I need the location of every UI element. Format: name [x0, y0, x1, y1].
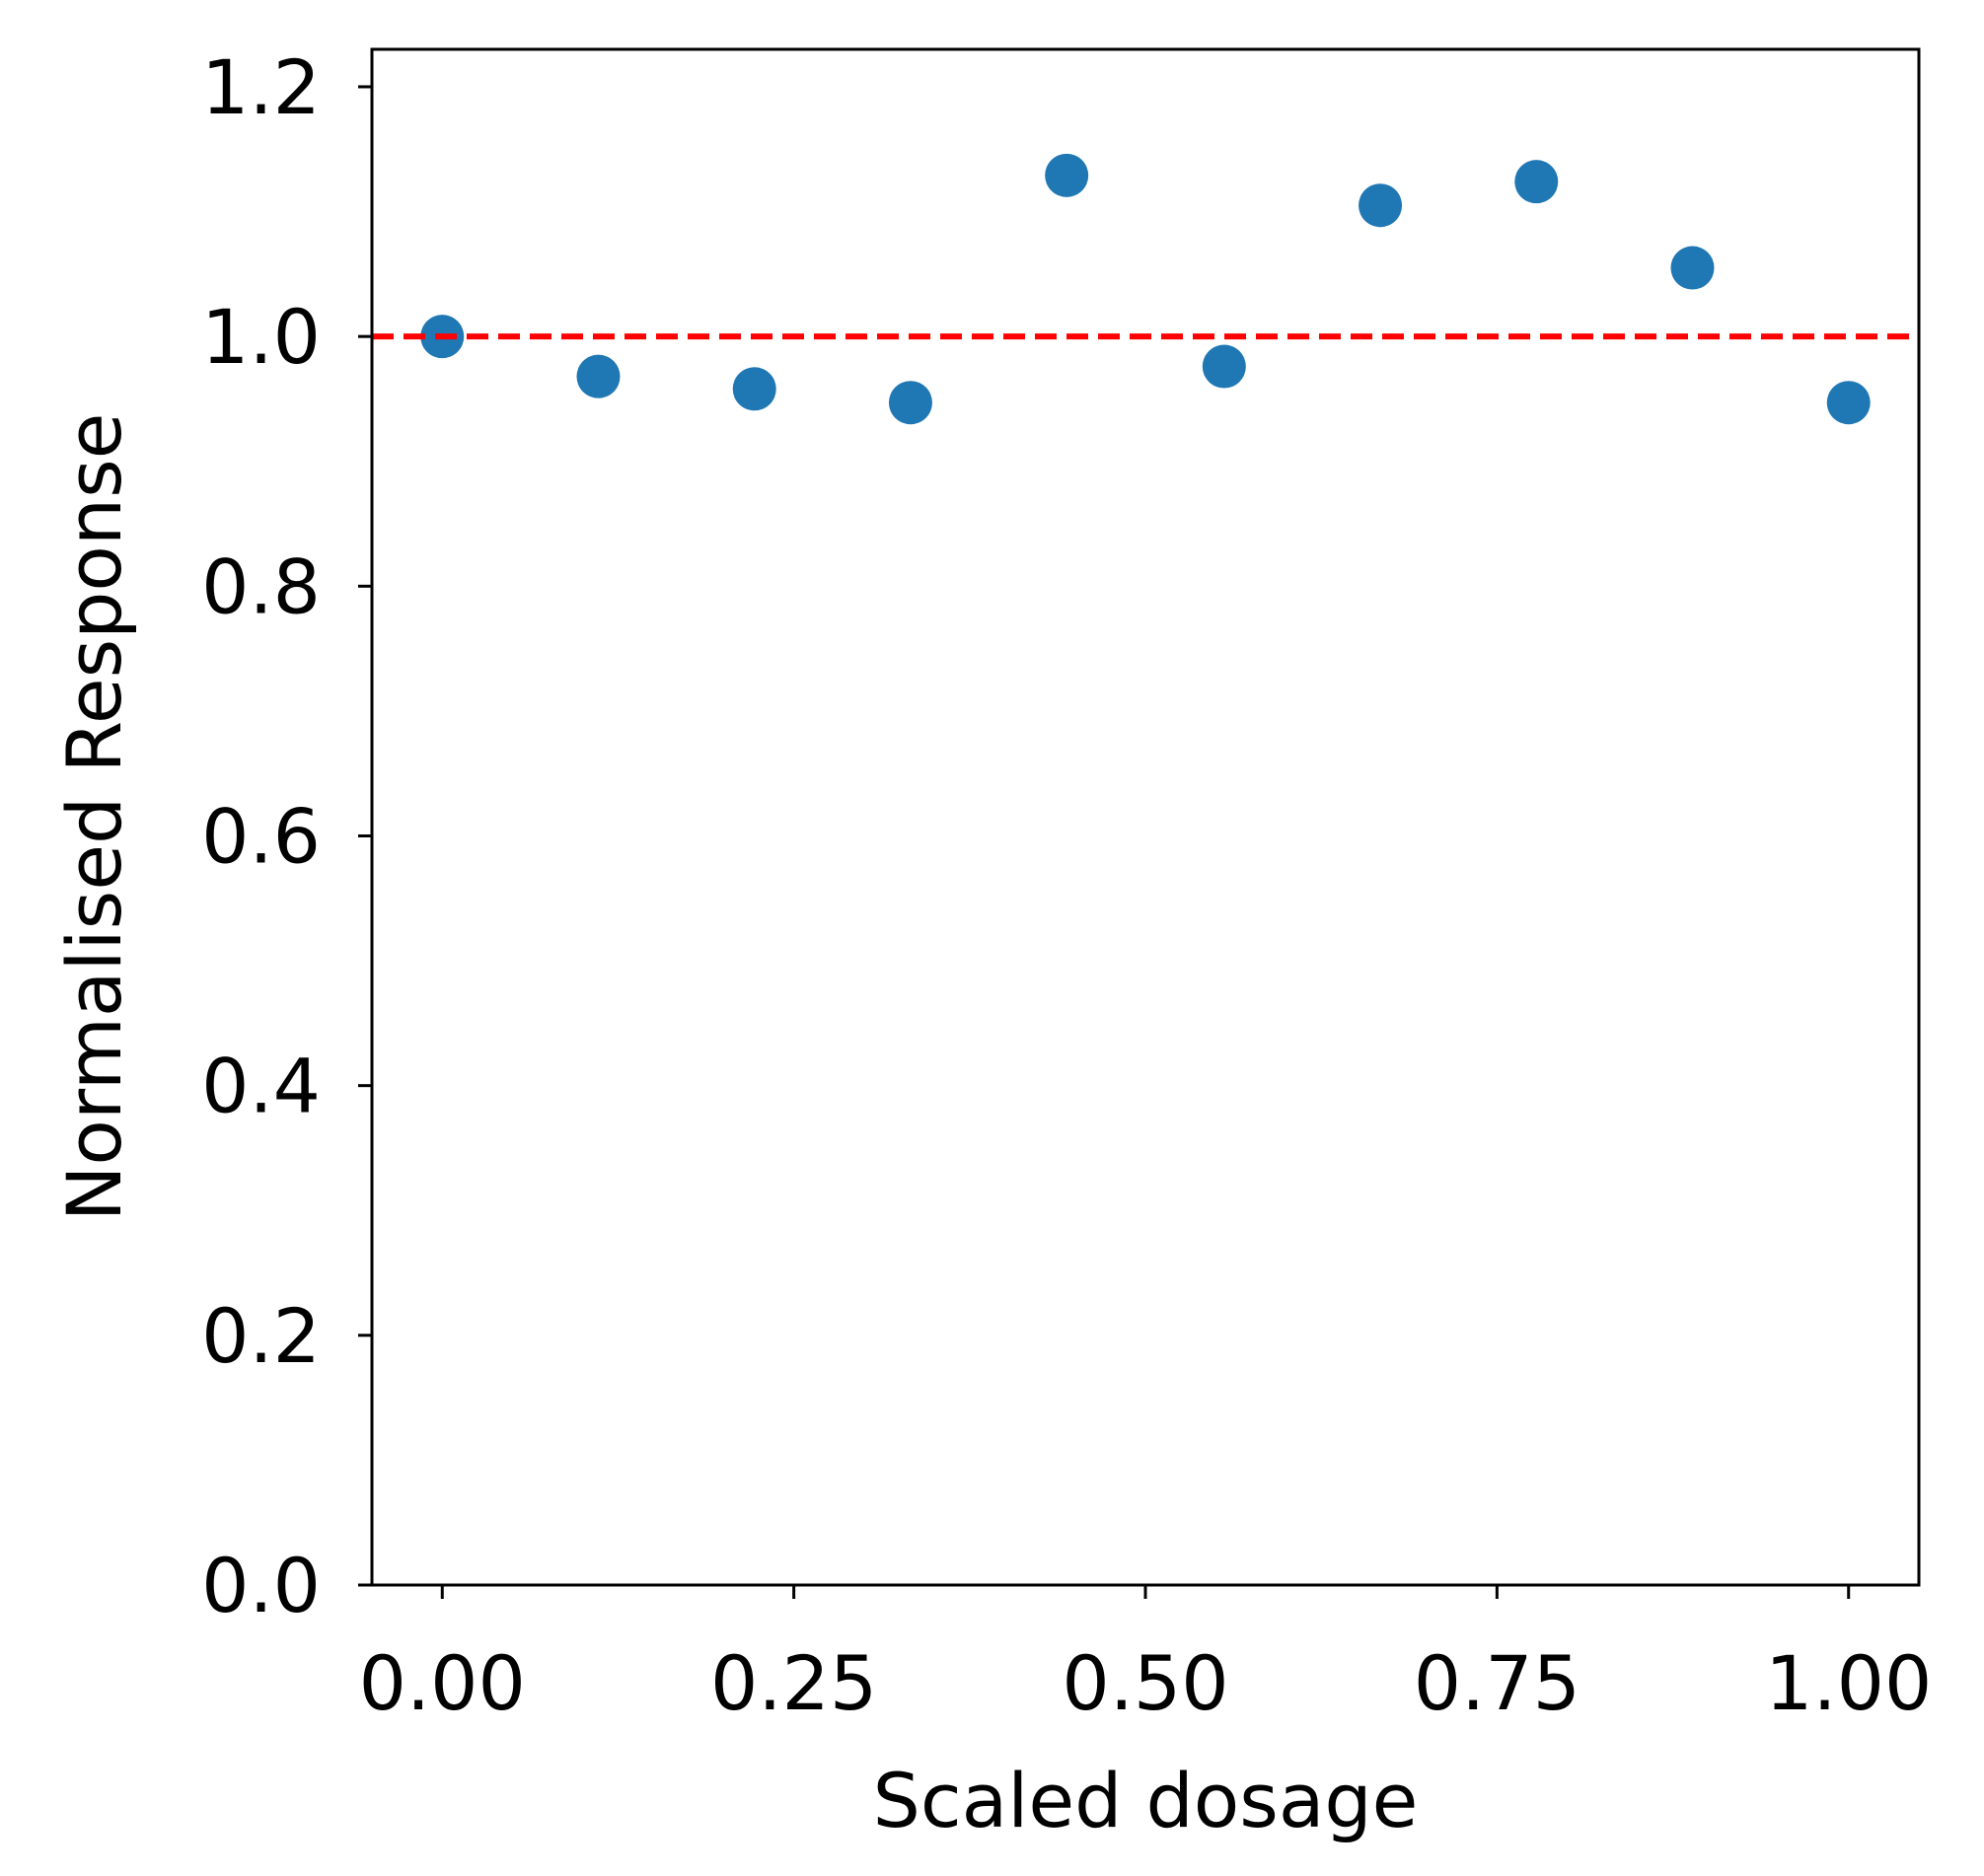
- x-tick-label: 1.00: [1765, 1639, 1932, 1727]
- y-tick-label: 0.8: [201, 542, 321, 630]
- x-tick-label: 0.25: [710, 1639, 877, 1727]
- data-point-5: [1045, 153, 1089, 197]
- x-tick-label: 0.00: [359, 1639, 526, 1727]
- y-tick-label: 0.2: [201, 1292, 321, 1380]
- x-tick-label: 0.50: [1062, 1639, 1228, 1727]
- y-axis: 0.0 0.2 0.4 0.6 0.8 1.0 1.2: [201, 43, 372, 1629]
- data-point-8: [1514, 160, 1559, 204]
- data-points: [420, 153, 1871, 425]
- data-point-10: [1826, 381, 1871, 425]
- y-tick-label: 1.0: [201, 293, 321, 381]
- data-point-2: [576, 354, 621, 398]
- data-point-6: [1202, 344, 1246, 389]
- data-point-3: [732, 367, 776, 411]
- y-tick-label: 0.4: [201, 1043, 321, 1130]
- data-point-4: [888, 381, 932, 425]
- data-point-7: [1359, 183, 1403, 228]
- y-tick-label: 0.6: [201, 792, 321, 880]
- x-tick-label: 0.75: [1414, 1639, 1580, 1727]
- y-axis-label: Normalised Response: [50, 413, 138, 1222]
- data-point-9: [1670, 246, 1715, 290]
- y-tick-label: 0.0: [201, 1542, 321, 1629]
- y-tick-label: 1.2: [201, 43, 321, 131]
- x-axis: 0.00 0.25 0.50 0.75 1.00: [359, 1585, 1932, 1727]
- x-axis-label: Scaled dosage: [873, 1757, 1419, 1844]
